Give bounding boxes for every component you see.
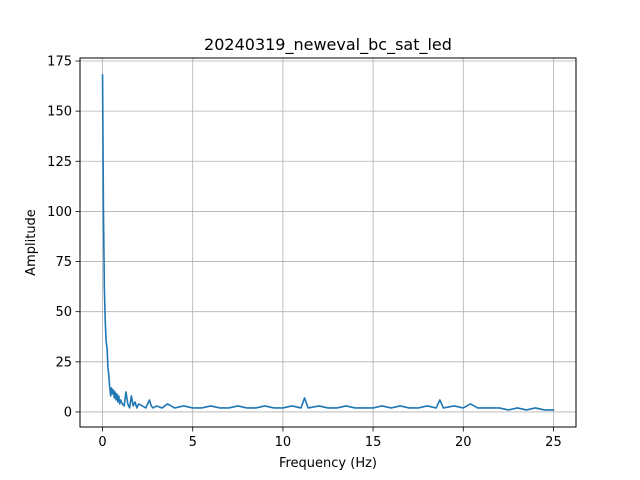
x-axis-title: Frequency (Hz): [279, 456, 377, 471]
amplitude-series-line: [101, 74, 555, 411]
x-tick-label: 10: [275, 435, 292, 450]
y-tick-label: 100: [47, 205, 72, 220]
y-tick-label: 25: [55, 355, 72, 370]
y-tick-label: 50: [55, 305, 72, 320]
chart-title: 20240319_neweval_bc_sat_led: [204, 35, 452, 55]
series-layer: [101, 74, 555, 411]
y-tick-label: 75: [55, 255, 72, 270]
plot-frame: [79, 57, 577, 428]
y-tick-label: 125: [47, 155, 72, 170]
y-tick-label: 0: [64, 405, 72, 420]
grid: [80, 58, 576, 427]
x-tick-label: 25: [545, 435, 562, 450]
x-tick-label: 20: [455, 435, 472, 450]
y-axis-title: Amplitude: [24, 209, 39, 276]
y-tick-label: 175: [47, 55, 72, 70]
y-tick-label: 150: [47, 105, 72, 120]
ticks: 0 5 10 15 20 25 0 25 50 75 100 125 150 175: [47, 55, 562, 450]
x-tick-label: 0: [98, 435, 106, 450]
x-tick-label: 15: [365, 435, 382, 450]
x-tick-label: 5: [189, 435, 197, 450]
